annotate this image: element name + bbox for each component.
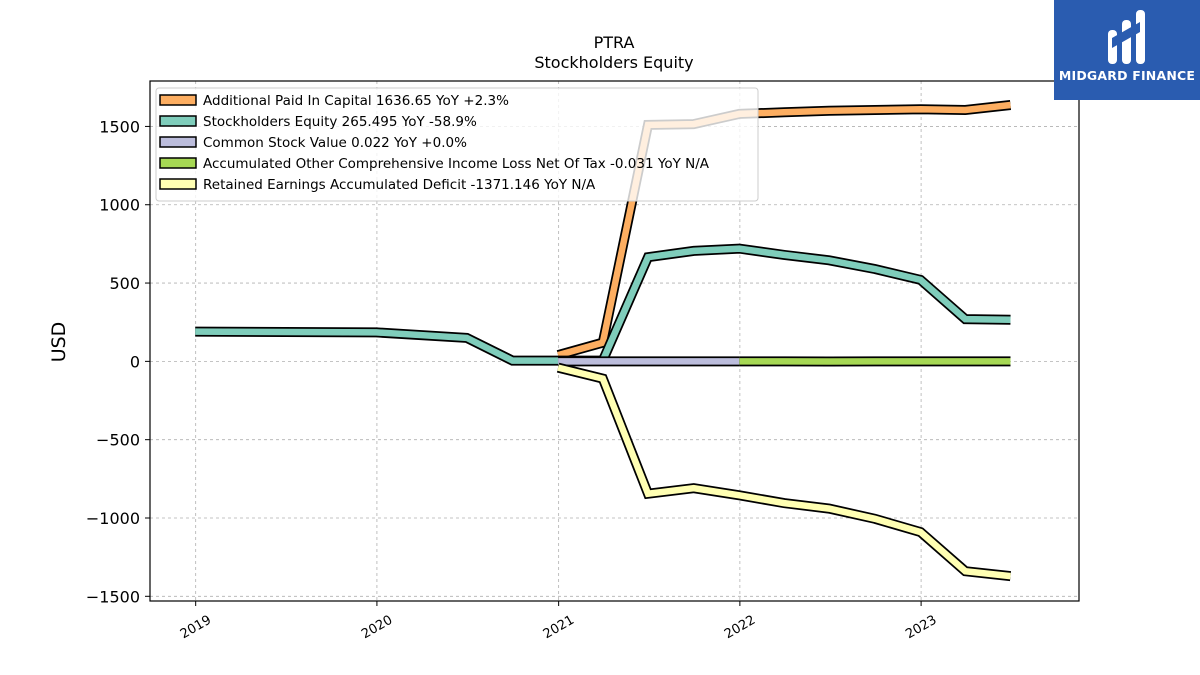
legend-label: Common Stock Value 0.022 YoY +0.0%	[203, 135, 467, 151]
y-tick-label: −1000	[86, 509, 140, 528]
x-tick-label: 2023	[903, 613, 939, 643]
x-tick-label: 2021	[541, 613, 577, 643]
y-tick-label: 1500	[99, 117, 140, 136]
midgard-logo-icon	[1108, 10, 1145, 64]
axis-ticks: −1500 −1000 −500 0 500 1000 1500 2019 2020 2021 20…	[86, 117, 940, 642]
y-axis-label: USD	[48, 322, 70, 363]
midgard-finance-logo: MIDGARD FINANCE	[1054, 0, 1200, 100]
series-line	[195, 245, 1011, 364]
series-outline	[556, 362, 1012, 582]
legend-box	[155, 87, 759, 202]
legend: Additional Paid In Capital 1636.65 YoY +…	[155, 87, 759, 202]
plot-frame	[149, 80, 1080, 602]
legend-swatch	[159, 157, 197, 169]
legend-label: Additional Paid In Capital 1636.65 YoY +…	[203, 93, 509, 109]
chart-title: PTRA	[594, 33, 635, 52]
legend-swatch	[159, 115, 197, 127]
x-tick-label: 2019	[178, 613, 214, 643]
brand-name: MIDGARD FINANCE	[1058, 68, 1196, 83]
y-tick-label: −500	[96, 431, 140, 450]
legend-label: Accumulated Other Comprehensive Income L…	[203, 156, 710, 172]
y-tick-label: 0	[130, 352, 140, 371]
legend-label: Stockholders Equity 265.495 YoY -58.9%	[203, 114, 477, 130]
x-tick-label: 2020	[359, 613, 395, 643]
legend-swatch	[159, 94, 197, 106]
legend-label: Retained Earnings Accumulated Deficit -1…	[203, 177, 596, 193]
y-tick-label: 1000	[99, 196, 140, 215]
chart-subtitle: Stockholders Equity	[534, 53, 693, 72]
y-tick-label: −1500	[86, 587, 140, 606]
series-line	[557, 364, 1011, 580]
legend-swatch	[159, 136, 197, 148]
x-tick-label: 2022	[722, 613, 758, 643]
legend-swatch	[159, 178, 197, 190]
y-tick-label: 500	[109, 274, 140, 293]
